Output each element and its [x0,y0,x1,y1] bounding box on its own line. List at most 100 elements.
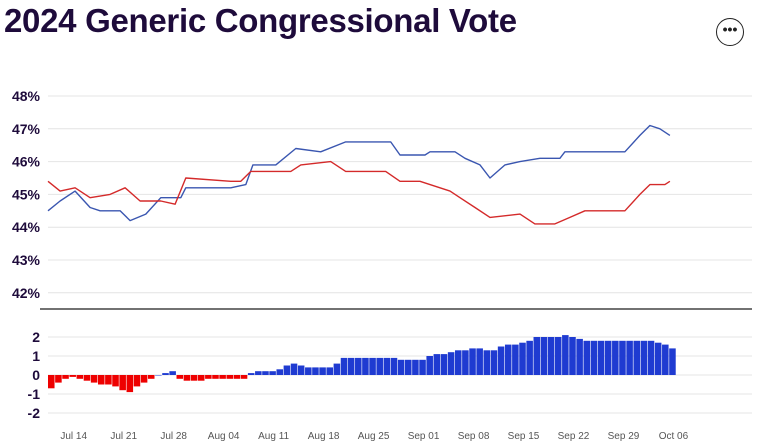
margin-bar [490,350,498,375]
margin-bar [76,375,84,379]
margin-bar [269,371,276,375]
margin-bar [226,375,234,379]
margin-bar [283,365,291,375]
margin-bar [612,340,619,375]
margin-bar [97,375,105,385]
margin-bar [362,357,369,375]
margin-bar [190,375,198,381]
margin-bar [447,352,455,375]
margin-bar [105,375,112,385]
margin-bar [619,340,626,375]
margin-bar [140,375,148,383]
margin-bar [183,375,191,381]
margin-bar [554,337,562,375]
margin-bar [597,340,605,375]
x-tick-label: Sep 22 [558,431,590,442]
margin-bar [69,375,76,377]
y-tick-label: 2 [32,329,40,345]
y-tick-label: 47% [12,121,41,137]
margin-bar [547,337,555,375]
margin-bar [583,340,591,375]
margin-bar [62,375,69,379]
margin-bar [205,375,212,379]
x-tick-label: Aug 11 [258,431,289,442]
margin-bar [319,367,326,375]
margin-bar [90,375,98,383]
margin-bar [169,371,176,375]
margin-bar [326,367,333,375]
margin-bar [48,375,55,389]
y-tick-label: 45% [12,186,41,202]
margin-bar [155,375,162,376]
y-tick-label: 43% [12,252,41,268]
margin-bar [119,375,126,391]
margin-bar [497,346,505,375]
margin-bar [347,357,355,375]
x-tick-label: Sep 08 [458,431,490,442]
more-options-button[interactable]: ••• [716,18,744,46]
margin-bar [412,359,419,375]
margin-bar [512,344,519,375]
y-tick-label: 44% [12,219,41,235]
margin-bar [255,371,262,375]
y-tick-label: 1 [32,348,40,364]
margin-bar [369,357,376,375]
margin-bar [397,359,405,375]
margin-bar [212,375,219,379]
margin-bar [162,373,169,375]
margin-bar [419,359,426,375]
margin-bar [55,375,62,383]
margin-bar [333,363,341,375]
margin-bar [647,340,655,375]
margin-bar [462,350,469,375]
x-tick-label: Jul 14 [60,431,87,442]
margin-bar [533,337,541,375]
margin-bar [247,373,255,375]
x-tick-label: Jul 28 [160,431,187,442]
margin-bar [604,340,612,375]
x-tick-label: Aug 18 [308,431,340,442]
margin-bar [540,337,548,375]
series-line-democrats [47,124,671,222]
margin-bar [469,348,476,375]
margin-bar [633,340,641,375]
x-tick-label: Sep 01 [408,431,440,442]
margin-bar [112,375,119,387]
margin-bar [662,344,669,375]
margin-bar [197,375,205,381]
y-tick-label: -2 [28,405,41,421]
margin-bar [519,342,526,375]
margin-bar [276,369,284,375]
x-tick-label: Oct 06 [659,431,689,442]
x-tick-label: Sep 15 [508,431,540,442]
margin-bar [576,338,583,375]
x-tick-label: Aug 04 [208,431,240,442]
margin-bar [454,350,462,375]
y-tick-label: 42% [12,285,41,301]
margin-bar [133,375,141,387]
margin-bar [376,357,383,375]
margin-bar [147,375,155,379]
x-tick-label: Sep 29 [608,431,640,442]
series-line-republicans [47,160,671,225]
margin-bar [340,357,348,375]
margin-bar [626,340,633,375]
x-tick-label: Aug 25 [358,431,390,442]
y-tick-label: -1 [28,386,41,402]
margin-bar [355,357,362,375]
margin-bar [290,363,298,375]
margin-bar [426,356,433,375]
margin-bar [654,342,662,375]
margin-bar [390,357,398,375]
margin-bar [483,350,491,375]
y-tick-label: 48% [12,88,41,104]
margin-bar [405,359,412,375]
margin-bar [440,354,448,375]
chart-title: 2024 Generic Congressional Vote [4,2,517,39]
margin-bar [262,371,269,375]
margin-bar [383,357,391,375]
margin-bar [312,367,319,375]
y-tick-label: 0 [32,367,40,383]
margin-bar [219,375,226,379]
margin-bar [83,375,91,381]
